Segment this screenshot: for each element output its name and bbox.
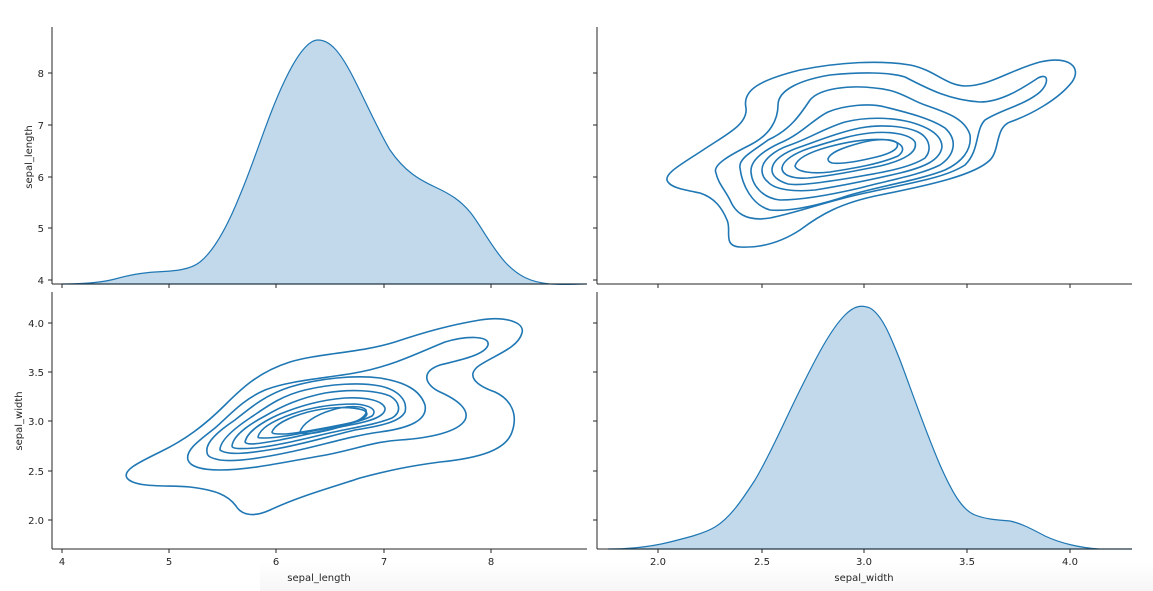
y-ticks xyxy=(593,72,597,281)
y-tick-label: 5 xyxy=(38,224,44,235)
y-tick-label: 3.0 xyxy=(28,417,44,428)
y-tick-label: 3.5 xyxy=(28,368,44,379)
x-tick-label: 3.0 xyxy=(856,557,872,568)
panel-bottom-left-contour: 4.0 3.5 3.0 2.5 2.0 4 5 6 7 8 sepal_widt… xyxy=(14,292,587,584)
y-ticks: 8 7 6 5 4 xyxy=(38,69,52,287)
x-tick-label: 6 xyxy=(273,557,279,568)
panel-top-right-contour xyxy=(593,27,1132,288)
x-axis-label-sepal-width: sepal_width xyxy=(834,573,893,584)
x-tick-label: 8 xyxy=(488,557,494,568)
x-tick-label: 4.0 xyxy=(1062,557,1078,568)
y-tick-label: 2.0 xyxy=(28,516,44,527)
x-tick-label: 2.0 xyxy=(650,557,666,568)
y-tick-label: 6 xyxy=(38,173,44,184)
kde-curve-sepal-width xyxy=(607,305,1132,550)
y-axis-label-sepal-width: sepal_width xyxy=(14,391,25,450)
background-fade xyxy=(260,562,1153,591)
x-tick-label: 7 xyxy=(381,557,387,568)
contour-lines xyxy=(125,317,523,516)
x-ticks: 4 5 6 7 8 xyxy=(59,549,494,568)
x-ticks: 2.0 2.5 3.0 3.5 4.0 xyxy=(650,549,1078,568)
y-tick-label: 4 xyxy=(38,276,44,287)
y-tick-label: 2.5 xyxy=(28,467,44,478)
y-tick-label: 7 xyxy=(38,121,44,132)
x-ticks xyxy=(657,284,1071,288)
x-tick-label: 4 xyxy=(59,557,65,568)
y-axis-label-sepal-length: sepal_length xyxy=(24,125,35,189)
panel-bottom-right-kde: 2.0 2.5 3.0 3.5 4.0 sepal_width xyxy=(593,292,1132,584)
panel-top-left-kde: 8 7 6 5 4 sepal_length xyxy=(24,27,588,288)
y-tick-label: 4.0 xyxy=(28,319,44,330)
x-tick-label: 5 xyxy=(166,557,172,568)
contour-lines xyxy=(666,59,1077,248)
x-tick-label: 3.5 xyxy=(959,557,975,568)
y-tick-label: 8 xyxy=(38,69,44,80)
y-ticks xyxy=(593,322,597,521)
y-ticks: 4.0 3.5 3.0 2.5 2.0 xyxy=(28,319,52,527)
kde-curve-sepal-length xyxy=(61,39,588,286)
x-ticks xyxy=(61,284,492,288)
x-axis-label-sepal-length: sepal_length xyxy=(287,573,351,584)
x-tick-label: 2.5 xyxy=(754,557,770,568)
